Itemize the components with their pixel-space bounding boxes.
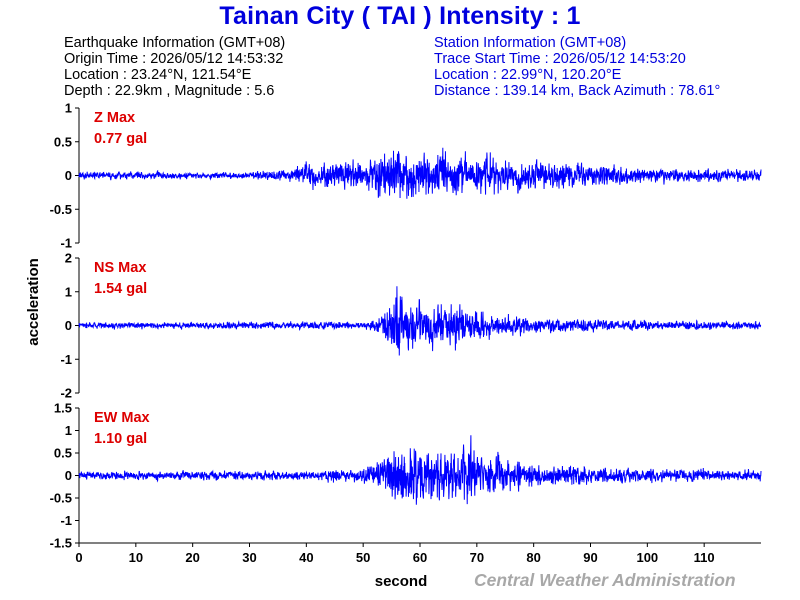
max-label-ew: EW Max bbox=[94, 410, 150, 426]
earthquake-info: Earthquake Information (GMT+08) Origin T… bbox=[64, 35, 285, 99]
station-info-heading: Station Information (GMT+08) bbox=[434, 35, 627, 51]
footer-credit: Central Weather Administration bbox=[474, 570, 736, 590]
x-tick-label: 30 bbox=[242, 550, 256, 565]
station-info: Station Information (GMT+08) Trace Start… bbox=[434, 35, 720, 99]
depth-magnitude: Depth : 22.9km , Magnitude : 5.6 bbox=[64, 83, 275, 99]
x-axis: 0 10 20 30 40 50 60 70 80 90 100 110 bbox=[75, 542, 761, 565]
y-tick-label: 0 bbox=[65, 468, 72, 483]
y-tick-label: 1 bbox=[65, 101, 72, 116]
y-tick-label: -0.5 bbox=[50, 202, 72, 217]
x-tick-label: 50 bbox=[356, 550, 370, 565]
station-location: Location : 22.99°N, 120.20°E bbox=[434, 67, 622, 83]
origin-time: Origin Time : 2026/05/12 14:53:32 bbox=[64, 51, 284, 67]
x-tick-label: 40 bbox=[299, 550, 313, 565]
x-tick-label: 80 bbox=[526, 550, 540, 565]
max-value-z: 0.77 gal bbox=[94, 131, 147, 147]
earthquake-info-heading: Earthquake Information (GMT+08) bbox=[64, 35, 286, 51]
y-tick-label: 0 bbox=[65, 168, 72, 183]
y-tick-label: -1.5 bbox=[50, 536, 72, 551]
x-tick-label: 70 bbox=[470, 550, 484, 565]
y-tick-label: 2 bbox=[65, 251, 72, 266]
x-tick-label: 110 bbox=[694, 550, 715, 565]
x-tick-label: 20 bbox=[185, 550, 199, 565]
waveform-trace-z bbox=[78, 147, 762, 199]
y-tick-label: -2 bbox=[60, 386, 72, 401]
epicenter-location: Location : 23.24°N, 121.54°E bbox=[64, 67, 252, 83]
distance-azimuth: Distance : 139.14 km, Back Azimuth : 78.… bbox=[434, 83, 721, 99]
max-value-ns: 1.54 gal bbox=[94, 281, 147, 297]
y-tick-label: 1.5 bbox=[54, 401, 72, 416]
y-tick-label: 1 bbox=[65, 284, 72, 299]
panel-z: 1 0.5 0 -0.5 -1 Z Max 0.77 gal bbox=[50, 101, 762, 251]
panel-ns: 2 1 0 -1 -2 NS Max 1.54 gal bbox=[60, 251, 762, 401]
y-axis-label: acceleration bbox=[25, 258, 42, 346]
y-tick-label: 0 bbox=[65, 318, 72, 333]
y-tick-label: -0.5 bbox=[50, 491, 72, 506]
y-tick-label: 0.5 bbox=[54, 134, 72, 149]
waveform-trace-ns bbox=[78, 286, 762, 356]
x-tick-label: 100 bbox=[636, 550, 658, 565]
x-tick-label: 60 bbox=[413, 550, 427, 565]
max-label-ns: NS Max bbox=[94, 260, 146, 276]
max-label-z: Z Max bbox=[94, 110, 135, 126]
page-title: Tainan City ( TAI ) Intensity : 1 bbox=[219, 2, 581, 30]
y-tick-label: 0.5 bbox=[54, 446, 72, 461]
x-tick-label: 90 bbox=[583, 550, 597, 565]
y-tick-label: -1 bbox=[60, 236, 72, 251]
x-tick-label: 0 bbox=[75, 550, 82, 565]
max-value-ew: 1.10 gal bbox=[94, 431, 147, 447]
y-tick-label: -1 bbox=[60, 352, 72, 367]
panel-ew: 1.5 1 0.5 0 -0.5 -1 -1.5 EW Max 1.10 gal bbox=[50, 401, 762, 551]
x-tick-label: 10 bbox=[129, 550, 143, 565]
y-tick-label: -1 bbox=[60, 513, 72, 528]
x-axis-label: second bbox=[375, 573, 428, 590]
waveform-trace-ew bbox=[78, 435, 762, 505]
y-tick-label: 1 bbox=[65, 423, 72, 438]
trace-start-time: Trace Start Time : 2026/05/12 14:53:20 bbox=[434, 51, 686, 67]
